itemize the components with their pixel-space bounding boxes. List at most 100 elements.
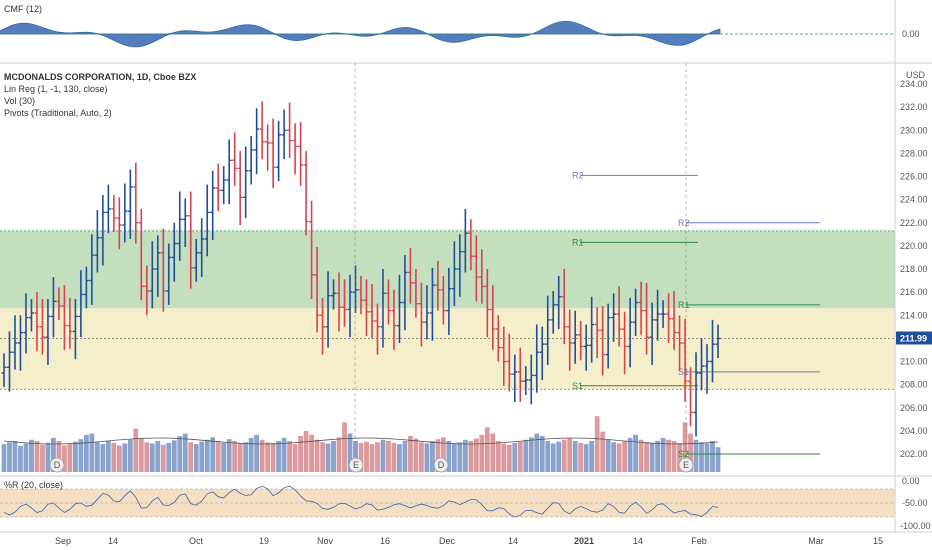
price-bar xyxy=(171,222,177,282)
volume-bar xyxy=(160,444,166,472)
volume-bar xyxy=(523,439,529,472)
wr-tick: 0.00 xyxy=(902,476,920,486)
price-bar xyxy=(259,101,265,160)
time-axis[interactable]: Sep 14 Oct 19 Nov 16 Dec 14 2021 14 Feb … xyxy=(0,531,932,546)
volume-bar xyxy=(281,437,287,472)
price-bar xyxy=(528,354,534,405)
volume-bar xyxy=(18,445,23,472)
price-bar xyxy=(418,282,424,347)
price-bar xyxy=(188,191,194,289)
volume-bar xyxy=(397,444,402,472)
volume-bar xyxy=(649,443,655,472)
price-bar xyxy=(320,297,326,355)
price-bar xyxy=(116,197,122,250)
price-bar xyxy=(111,195,117,232)
legend: MCDONALDS CORPORATION, 1D, Cboe BZX Lin … xyxy=(4,72,196,118)
x-tick: 19 xyxy=(259,536,269,546)
volume-bar xyxy=(567,437,573,472)
event-marker-dividend[interactable]: D xyxy=(433,457,449,473)
event-marker-earnings[interactable]: E xyxy=(678,457,694,473)
price-bar xyxy=(133,162,139,244)
x-tick: Oct xyxy=(189,536,204,546)
x-tick: 15 xyxy=(873,536,883,546)
volume-bar xyxy=(199,441,205,472)
price-bar xyxy=(578,321,584,361)
price-axis[interactable]: USD 234.00 232.00 230.00 228.00 226.00 224.00… xyxy=(894,0,932,532)
volume-bar xyxy=(572,441,578,472)
cmf-panel: CMF (12) 0.00 xyxy=(0,4,920,48)
volume-bar xyxy=(413,438,419,472)
volume-bar xyxy=(430,441,435,472)
price-bar xyxy=(484,269,490,338)
volume-bar xyxy=(89,433,95,472)
price-tick: 206.00 xyxy=(900,403,928,413)
volume-bar xyxy=(704,443,710,472)
event-marker-dividend[interactable]: D xyxy=(49,457,65,473)
price-bar xyxy=(611,293,617,342)
price-bar xyxy=(72,299,78,360)
x-tick: Sep xyxy=(55,536,71,546)
price-bar xyxy=(122,183,128,243)
volume-bar xyxy=(561,439,567,472)
volume-bar xyxy=(331,441,336,472)
volume-bar xyxy=(495,441,501,472)
volume-bar xyxy=(56,441,62,472)
price-bar xyxy=(385,279,391,325)
volume-bar xyxy=(166,442,172,472)
price-bar xyxy=(105,184,111,234)
price-bar xyxy=(347,274,353,338)
volume-bar xyxy=(391,442,397,472)
volume-bar xyxy=(232,441,238,472)
volume-bar xyxy=(419,442,424,472)
price-bar xyxy=(127,169,133,239)
price-tick: 222.00 xyxy=(900,218,928,228)
price-bar xyxy=(94,210,100,273)
wr-line xyxy=(3,485,719,518)
volume-bar xyxy=(215,441,221,472)
price-bar xyxy=(567,309,573,371)
x-tick: Feb xyxy=(691,536,707,546)
last-price-label: 211.99 xyxy=(900,333,927,343)
volume-bar xyxy=(616,443,622,472)
pivot-level: R2 xyxy=(678,218,820,228)
price-bar xyxy=(56,287,62,320)
volume-bar xyxy=(23,443,29,472)
event-marker-earnings[interactable]: E xyxy=(348,457,364,473)
volume-bar xyxy=(67,443,73,472)
volume-bar xyxy=(633,434,639,472)
volume-bar xyxy=(83,434,89,472)
price-bar xyxy=(391,289,397,350)
volume-bar xyxy=(440,437,446,472)
volume-bar xyxy=(534,433,540,472)
wr-panel: %R (20, close) 0.00 -50.00 -100.00 xyxy=(0,476,931,531)
price-bar xyxy=(78,270,84,338)
price-bar xyxy=(517,347,523,402)
volume-bar xyxy=(353,441,358,472)
pivot-lines: R2 R1 S1 R2 R1 S1 S2 xyxy=(572,170,820,459)
pivot-level: R1 xyxy=(572,237,698,247)
volume-bar xyxy=(462,439,468,472)
price-bar xyxy=(50,277,56,338)
volume-bar xyxy=(29,439,34,472)
price-bar xyxy=(83,266,89,309)
volume-bar xyxy=(188,442,194,472)
event-markers[interactable]: D E D E xyxy=(49,457,694,473)
volume-bar xyxy=(375,442,380,472)
volume-bar xyxy=(320,442,325,472)
price-bar xyxy=(193,238,199,282)
price-bar xyxy=(254,108,260,175)
volume-bar xyxy=(226,439,232,472)
volume-bar xyxy=(545,441,551,472)
volume-bar xyxy=(116,445,122,472)
pivot-level: R1 xyxy=(678,300,820,310)
volume-bar xyxy=(100,444,106,472)
price-bar xyxy=(210,170,216,241)
price-bar xyxy=(45,299,51,365)
pivot-level: R2 xyxy=(572,170,698,180)
volume-bar xyxy=(149,443,155,472)
volume-bar xyxy=(408,436,413,472)
pivot-label: R2 xyxy=(678,218,690,228)
volume-bar xyxy=(556,441,562,472)
pivot-level: S1 xyxy=(572,381,698,391)
price-bar xyxy=(369,284,375,339)
